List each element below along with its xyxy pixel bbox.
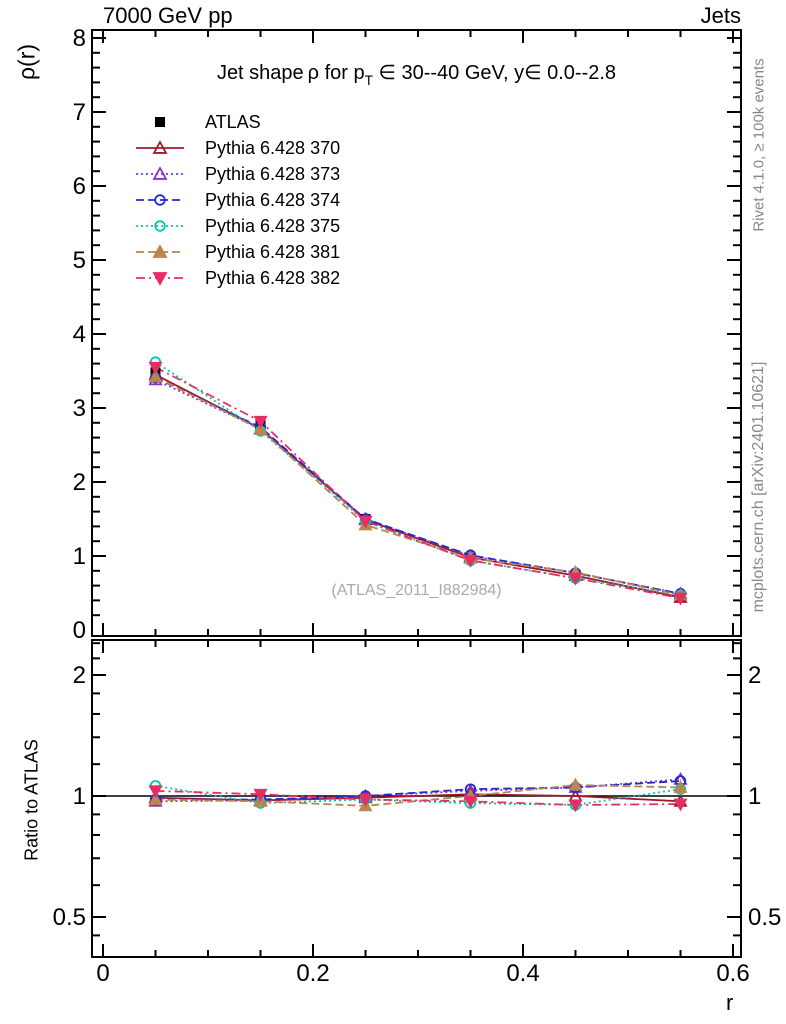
rivet-version-note: Rivet 4.1.0, ≥ 100k events bbox=[750, 58, 768, 232]
series-line-main bbox=[155, 376, 681, 595]
main-y-tick-label: 3 bbox=[73, 395, 86, 422]
data-point-marker bbox=[463, 555, 478, 568]
ratio-y-tick-label: 1 bbox=[73, 783, 86, 810]
series-line-ratio bbox=[155, 784, 681, 807]
data-point-marker bbox=[152, 244, 168, 258]
subscript-T: T bbox=[364, 73, 373, 89]
data-point-marker bbox=[568, 777, 583, 791]
data-point-marker bbox=[154, 220, 166, 232]
main-y-tick-label: 8 bbox=[73, 25, 86, 52]
ratio-y-tick-label-right: 1 bbox=[748, 783, 761, 810]
series-line-ratio bbox=[155, 780, 681, 801]
data-point-marker bbox=[568, 799, 583, 813]
data-point-marker bbox=[152, 140, 168, 154]
beam-energy-label: 7000 GeV pp bbox=[103, 3, 233, 28]
series-line-main bbox=[155, 376, 681, 597]
x-tick-label: 0.2 bbox=[296, 960, 329, 987]
x-axis-label: r bbox=[726, 990, 734, 1015]
data-point-marker bbox=[568, 572, 583, 586]
data-point-marker bbox=[358, 515, 373, 529]
legend-label: Pythia 6.428 382 bbox=[205, 268, 340, 288]
plot-title: Jet shape ρ for pT ∈ 30--40 GeV, y∈ 0.0-… bbox=[216, 62, 617, 89]
ratio-y-tick-label-right: 2 bbox=[748, 662, 761, 689]
data-point-marker bbox=[152, 272, 168, 286]
data-point-marker bbox=[155, 117, 165, 127]
main-y-tick-label: 1 bbox=[73, 543, 86, 570]
x-tick-label: 0.4 bbox=[506, 960, 539, 987]
data-point-marker bbox=[148, 361, 163, 375]
x-tick-label: 0.6 bbox=[716, 960, 749, 987]
legend-label: Pythia 6.428 375 bbox=[205, 216, 340, 236]
data-point-marker bbox=[463, 795, 478, 809]
label-clip bbox=[56, 639, 91, 655]
process-label: Jets bbox=[700, 3, 741, 28]
data-point-marker bbox=[154, 194, 166, 206]
main-y-tick-label: 5 bbox=[73, 247, 86, 274]
legend-label: Pythia 6.428 374 bbox=[205, 190, 340, 210]
legend-label: Pythia 6.428 373 bbox=[205, 164, 340, 184]
legend-label: Pythia 6.428 381 bbox=[205, 242, 340, 262]
legend-label: ATLAS bbox=[205, 112, 261, 132]
data-point-marker bbox=[358, 794, 373, 807]
data-point-marker bbox=[673, 798, 688, 812]
data-point-marker bbox=[673, 780, 688, 793]
main-y-tick-label: 2 bbox=[73, 469, 86, 496]
data-point-marker bbox=[148, 785, 163, 799]
series-line-main bbox=[155, 379, 681, 595]
data-point-marker bbox=[148, 792, 163, 805]
analysis-id-watermark: (ATLAS_2011_I882984) bbox=[331, 582, 502, 599]
ratio-y-tick-label-right: 0.5 bbox=[748, 904, 781, 931]
series-line-main bbox=[155, 361, 681, 597]
mcplots-arxiv-note: mcplots.cern.ch [arXiv:2401.10621] bbox=[750, 361, 767, 613]
ratio-panel-frame bbox=[91, 639, 742, 958]
data-point-marker bbox=[253, 415, 268, 429]
x-tick-label: 0 bbox=[96, 960, 109, 987]
main-y-axis-label: ρ(r) bbox=[13, 43, 40, 81]
data-point-marker bbox=[152, 166, 168, 180]
ratio-y-axis-label: Ratio to ATLAS bbox=[21, 739, 42, 861]
main-y-tick-label: 4 bbox=[73, 321, 86, 348]
ratio-y-tick-label: 0.5 bbox=[53, 904, 86, 931]
data-point-marker bbox=[253, 422, 268, 435]
ratio-y-tick-label: 2 bbox=[73, 662, 86, 689]
main-y-tick-label: 7 bbox=[73, 99, 86, 126]
main-y-tick-label: 0 bbox=[73, 617, 86, 644]
data-point-marker bbox=[253, 788, 268, 802]
data-point-marker bbox=[148, 369, 163, 383]
series-line-main bbox=[155, 373, 681, 599]
data-point-marker bbox=[673, 592, 688, 606]
series-line-main bbox=[155, 366, 681, 600]
main-panel-frame bbox=[91, 29, 742, 637]
main-y-tick-label: 6 bbox=[73, 173, 86, 200]
legend-label: Pythia 6.428 370 bbox=[205, 138, 340, 158]
series-line-ratio bbox=[155, 789, 681, 806]
